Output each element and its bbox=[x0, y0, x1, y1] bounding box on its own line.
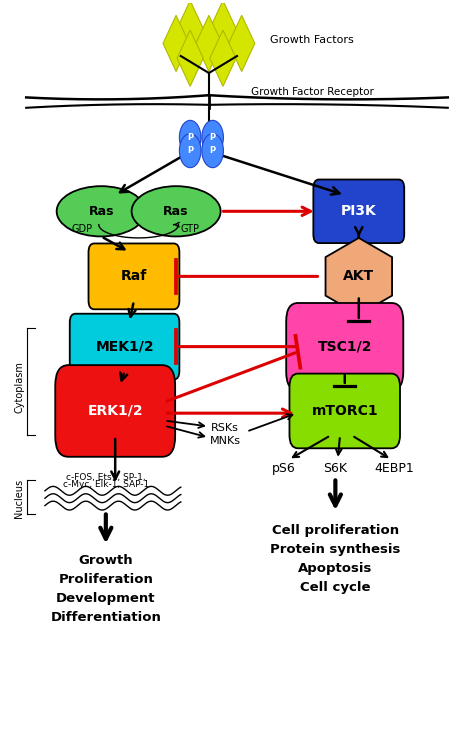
Polygon shape bbox=[163, 16, 189, 72]
FancyBboxPatch shape bbox=[290, 373, 400, 448]
FancyBboxPatch shape bbox=[55, 365, 175, 457]
FancyBboxPatch shape bbox=[89, 244, 179, 309]
Circle shape bbox=[202, 121, 223, 154]
Text: Growth Factors: Growth Factors bbox=[270, 35, 354, 45]
Text: P: P bbox=[210, 133, 216, 142]
Text: AKT: AKT bbox=[343, 270, 374, 283]
FancyBboxPatch shape bbox=[70, 314, 179, 379]
Polygon shape bbox=[196, 16, 222, 72]
Ellipse shape bbox=[57, 186, 146, 236]
Polygon shape bbox=[177, 30, 203, 86]
Text: RSKs: RSKs bbox=[211, 423, 239, 433]
FancyBboxPatch shape bbox=[313, 180, 404, 243]
Text: c-Myc, Elk-1, SAP-1: c-Myc, Elk-1, SAP-1 bbox=[63, 481, 149, 489]
Text: MEK1/2: MEK1/2 bbox=[95, 340, 154, 354]
Text: MNKs: MNKs bbox=[210, 436, 241, 446]
Text: P: P bbox=[187, 133, 193, 142]
Text: ERK1/2: ERK1/2 bbox=[87, 404, 143, 418]
Ellipse shape bbox=[132, 186, 220, 236]
Polygon shape bbox=[228, 16, 255, 72]
Text: Nucleus: Nucleus bbox=[14, 478, 24, 518]
Circle shape bbox=[179, 121, 201, 154]
Circle shape bbox=[202, 133, 223, 168]
Text: S6K: S6K bbox=[323, 462, 347, 475]
Polygon shape bbox=[177, 1, 203, 57]
Text: Raf: Raf bbox=[121, 270, 147, 283]
Text: Cytoplasm: Cytoplasm bbox=[14, 361, 24, 413]
Text: Cell proliferation
Protein synthesis
Apoptosis
Cell cycle: Cell proliferation Protein synthesis Apo… bbox=[270, 524, 401, 594]
Text: GTP: GTP bbox=[181, 224, 200, 234]
Circle shape bbox=[179, 133, 201, 168]
Text: pS6: pS6 bbox=[272, 462, 296, 475]
Text: 4EBP1: 4EBP1 bbox=[374, 462, 414, 475]
Text: Growth Factor Receptor: Growth Factor Receptor bbox=[251, 86, 374, 97]
Text: P: P bbox=[210, 146, 216, 155]
Polygon shape bbox=[210, 30, 236, 86]
Text: GDP: GDP bbox=[72, 224, 93, 234]
Text: Ras: Ras bbox=[89, 205, 114, 218]
Text: Ras: Ras bbox=[164, 205, 189, 218]
Text: PI3K: PI3K bbox=[341, 204, 377, 218]
FancyBboxPatch shape bbox=[286, 303, 403, 390]
Text: P: P bbox=[187, 146, 193, 155]
Polygon shape bbox=[326, 238, 392, 315]
Text: c-FOS, Ets1, SP-1,: c-FOS, Ets1, SP-1, bbox=[66, 473, 146, 482]
Text: Growth
Proliferation
Development
Differentiation: Growth Proliferation Development Differe… bbox=[50, 554, 161, 624]
Text: TSC1/2: TSC1/2 bbox=[318, 340, 372, 354]
Polygon shape bbox=[210, 1, 236, 57]
Text: mTORC1: mTORC1 bbox=[311, 404, 378, 418]
